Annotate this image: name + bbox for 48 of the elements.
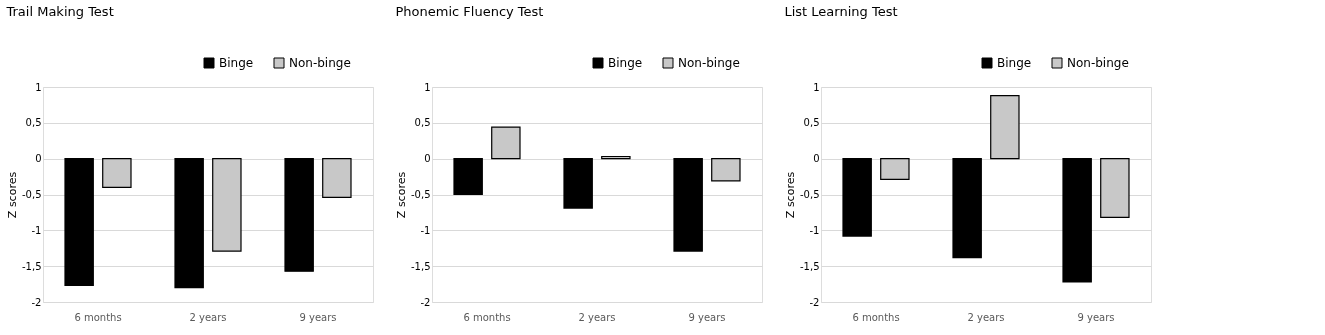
legend-label: Binge <box>608 56 643 70</box>
y-tick-label: -0,5 <box>410 189 431 200</box>
x-tick-label: 9 years <box>688 311 726 323</box>
x-tick-label: 2 years <box>189 311 227 323</box>
x-tick-label: 6 months <box>74 311 122 323</box>
x-tick-label: 2 years <box>967 311 1005 323</box>
bar <box>711 158 741 182</box>
bar <box>601 155 631 160</box>
y-tick-label: -2 <box>420 296 431 308</box>
bar <box>563 158 593 209</box>
y-tick-label: -1,5 <box>21 260 42 272</box>
y-tick-label: -1 <box>809 224 820 236</box>
y-tick-label: 1 <box>35 81 42 93</box>
y-axis-title: Z scores <box>394 171 408 219</box>
x-tick-label: 6 months <box>463 311 511 323</box>
legend-label: Non-binge <box>1067 56 1129 70</box>
y-tick-label: -1 <box>420 224 431 236</box>
chart-title: Phonemic Fluency Test <box>395 4 544 19</box>
y-tick-label: 0,5 <box>414 117 431 129</box>
y-tick-label: -0,5 <box>21 189 42 200</box>
x-tick-label: 9 years <box>1077 311 1115 323</box>
y-tick-label: 0,5 <box>25 117 42 129</box>
y-axis-title: Z scores <box>5 171 19 219</box>
bar <box>491 126 521 160</box>
y-axis-title: Z scores <box>783 171 797 219</box>
y-tick-label: 1 <box>424 81 431 93</box>
y-tick-label: -2 <box>31 296 42 308</box>
y-tick-label: 0,5 <box>803 117 820 129</box>
legend-label: Non-binge <box>289 56 351 70</box>
bar <box>453 158 483 196</box>
x-tick-label: 6 months <box>852 311 900 323</box>
y-tick-label: -0,5 <box>799 189 820 200</box>
y-tick-label: 0 <box>813 153 820 165</box>
chart-title: List Learning Test <box>784 4 898 19</box>
y-tick-label: 1 <box>813 81 820 93</box>
legend-label: Non-binge <box>678 56 740 70</box>
y-tick-label: 0 <box>424 153 431 165</box>
y-tick-label: 0 <box>35 153 42 165</box>
y-tick-label: -1,5 <box>410 260 431 272</box>
x-tick-label: 9 years <box>299 311 337 323</box>
y-tick-label: -1,5 <box>799 260 820 272</box>
chart-title: Trail Making Test <box>5 4 114 19</box>
y-tick-label: -2 <box>809 296 820 308</box>
bar <box>673 158 703 252</box>
legend-label: Binge <box>219 56 254 70</box>
x-tick-label: 2 years <box>578 311 616 323</box>
legend-label: Binge <box>997 56 1032 70</box>
y-tick-label: -1 <box>31 224 42 236</box>
